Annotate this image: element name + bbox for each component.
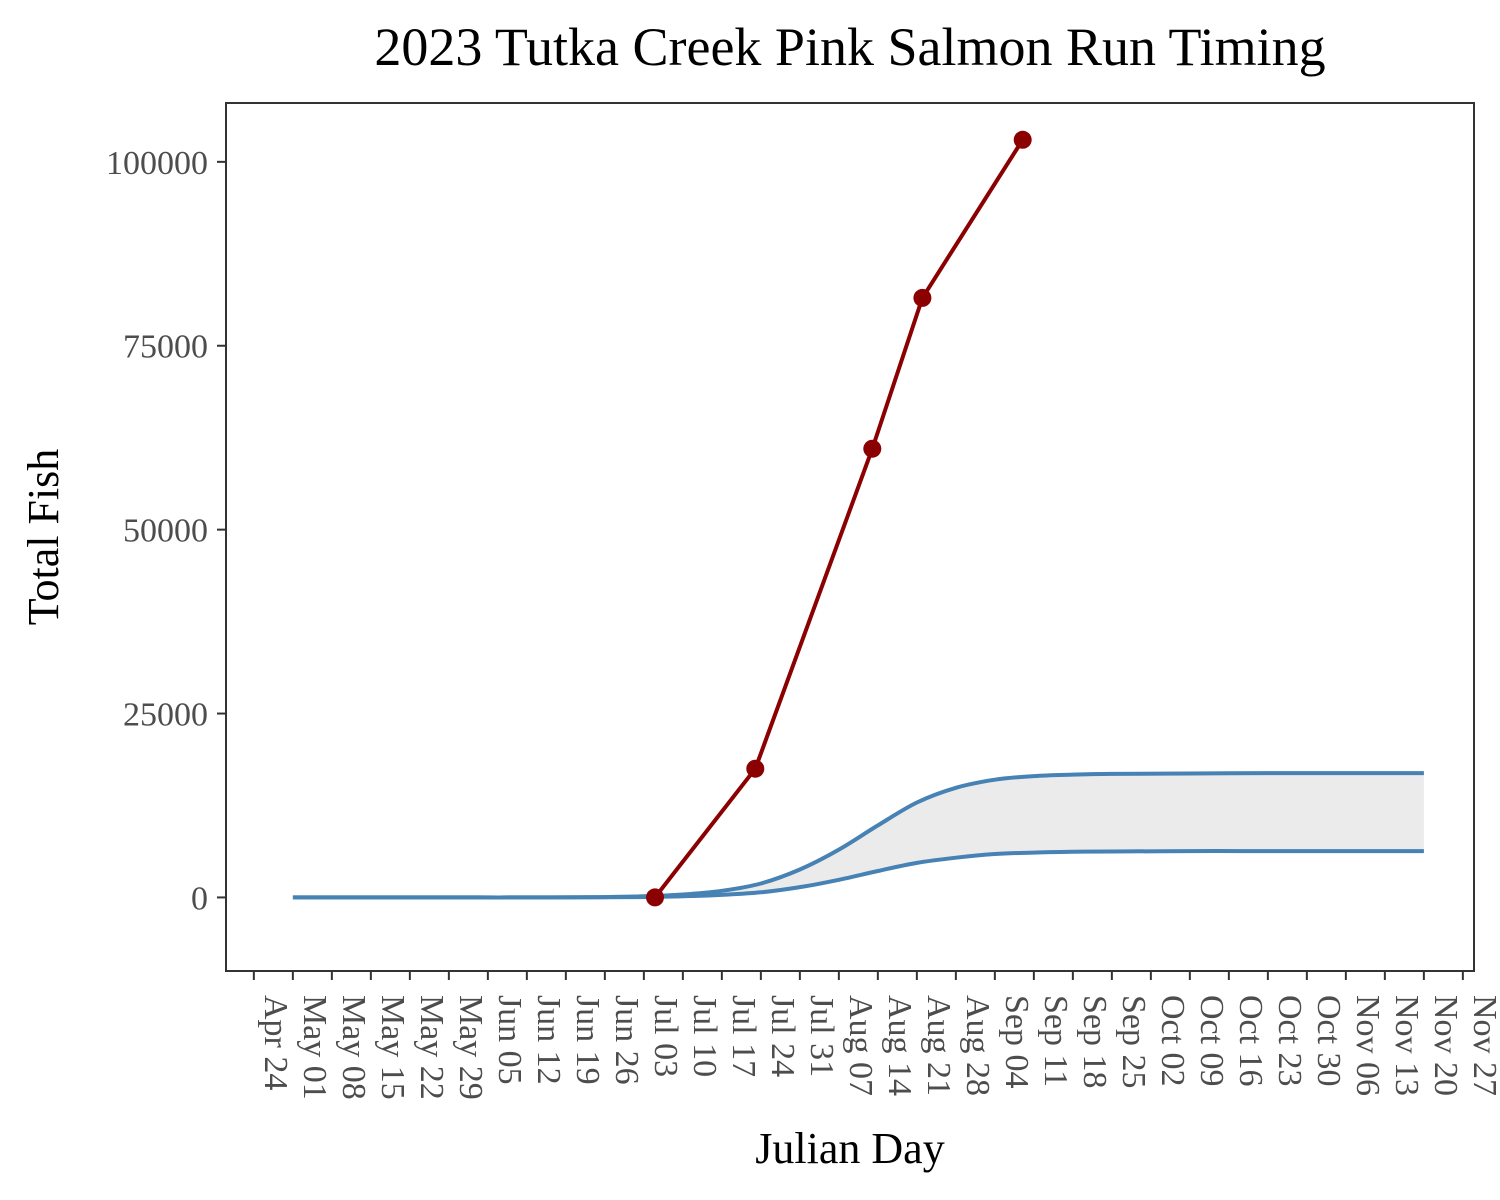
x-tick-label: Oct 02 — [1154, 995, 1191, 1087]
observed-point — [1013, 130, 1032, 149]
x-tick-label: May 15 — [374, 995, 411, 1100]
x-tick-label: Jul 10 — [686, 995, 723, 1077]
x-tick-label: Nov 13 — [1388, 995, 1425, 1096]
observed-point — [913, 288, 932, 307]
x-tick-label: Nov 06 — [1349, 995, 1386, 1096]
observed-points — [646, 130, 1032, 907]
y-tick-label: 75000 — [123, 329, 208, 366]
y-axis-title: Total Fish — [19, 449, 68, 626]
chart-title: 2023 Tutka Creek Pink Salmon Run Timing — [374, 17, 1325, 77]
x-tick-label: Jun 12 — [530, 995, 567, 1085]
x-tick-label: Aug 14 — [881, 995, 918, 1096]
x-tick-label: Sep 11 — [1037, 995, 1074, 1087]
x-tick-label: Sep 04 — [998, 995, 1035, 1089]
y-tick-label: 25000 — [123, 697, 208, 734]
x-tick-label: Oct 30 — [1310, 995, 1347, 1087]
x-axis: Apr 24 May 01 May 08 May 15 May 22 May 29 Jun … — [252, 971, 1500, 1100]
x-tick-label: Sep 18 — [1076, 995, 1113, 1089]
x-tick-label: May 01 — [296, 995, 333, 1100]
x-tick-label: Aug 07 — [842, 995, 879, 1096]
y-tick-label: 100000 — [106, 145, 208, 182]
x-tick-label: Aug 21 — [920, 995, 957, 1096]
band-lower-line — [292, 849, 1424, 900]
x-tick-label: May 29 — [452, 995, 489, 1100]
observed-point — [863, 439, 882, 458]
x-tick-label: Nov 20 — [1427, 995, 1464, 1096]
x-tick-label: Oct 09 — [1193, 995, 1230, 1087]
observed-point — [746, 759, 765, 778]
x-tick-label: Jun 19 — [569, 995, 606, 1085]
x-tick-label: Aug 28 — [959, 995, 996, 1096]
x-tick-label: Jul 31 — [803, 995, 840, 1077]
y-tick-label: 0 — [191, 880, 208, 917]
y-axis: 0 25000 50000 75000 100000 — [106, 145, 226, 917]
y-tick-label: 50000 — [123, 513, 208, 550]
x-tick-label: Jun 05 — [491, 995, 528, 1085]
x-tick-label: May 22 — [413, 995, 450, 1100]
x-tick-label: Jun 26 — [608, 995, 645, 1085]
x-tick-label: Oct 16 — [1232, 995, 1269, 1087]
band-fill — [292, 773, 1424, 898]
x-tick-label: Nov 27 — [1466, 995, 1500, 1096]
x-tick-label: May 08 — [335, 995, 372, 1100]
x-tick-label: Jul 03 — [647, 995, 684, 1077]
x-tick-label: Sep 25 — [1115, 995, 1152, 1089]
x-tick-label: Jul 17 — [725, 995, 762, 1077]
x-tick-label: Apr 24 — [257, 995, 294, 1090]
observed-point — [646, 888, 664, 907]
x-tick-label: Oct 23 — [1271, 995, 1308, 1087]
x-axis-title: Julian Day — [755, 1124, 944, 1173]
expected-range-band — [292, 773, 1424, 898]
x-tick-label: Jul 24 — [764, 995, 801, 1077]
